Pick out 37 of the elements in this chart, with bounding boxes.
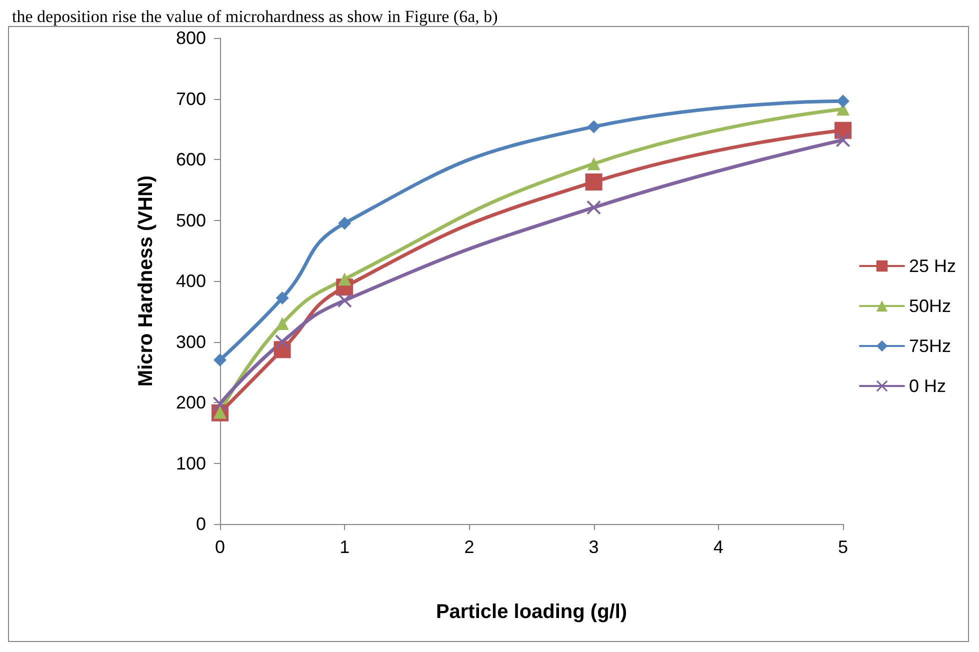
point: [338, 216, 352, 230]
text: the deposition rise the value of microhardness as show in Figure (6a, b): [12, 7, 498, 26]
legend-label: 75Hz: [908, 336, 952, 356]
x-tick-label: 3: [588, 537, 599, 557]
y-tick-label: 600: [176, 150, 206, 170]
point: [213, 396, 227, 411]
point: [585, 173, 602, 190]
point: [338, 293, 352, 308]
y-tick-label: 200: [176, 392, 206, 412]
point: [276, 292, 289, 305]
x-tick-label: 5: [838, 537, 848, 557]
x-tick-label: 0: [214, 537, 226, 557]
point: [338, 272, 352, 286]
x-tick-label: 2: [464, 537, 474, 557]
point: [276, 317, 289, 330]
legend-label: 50Hz: [908, 296, 952, 316]
x-axis-title: Particle loading (g/l): [436, 601, 628, 623]
point: [836, 133, 850, 148]
x-tick-label: 1: [340, 537, 350, 557]
x-tick-label: 4: [713, 537, 724, 557]
y-tick-label: 800: [176, 28, 206, 48]
legend-label: 25 Hz: [908, 256, 956, 276]
y-tick-label: 500: [176, 210, 206, 230]
y-tick-label: 300: [176, 332, 206, 352]
y-tick-label: 100: [176, 453, 206, 474]
legend-label: 0 Hz: [908, 376, 946, 396]
point: [587, 157, 600, 170]
point: [275, 334, 290, 349]
y-tick-label: 400: [176, 271, 206, 291]
point: [587, 120, 600, 134]
point: [834, 122, 852, 139]
y-axis-title: Micro Hardness (VHN): [135, 175, 157, 387]
point: [214, 353, 226, 366]
point: [836, 94, 850, 108]
y-tick-label: 0: [196, 514, 206, 534]
point: [586, 200, 601, 214]
y-tick-label: 700: [176, 88, 206, 109]
